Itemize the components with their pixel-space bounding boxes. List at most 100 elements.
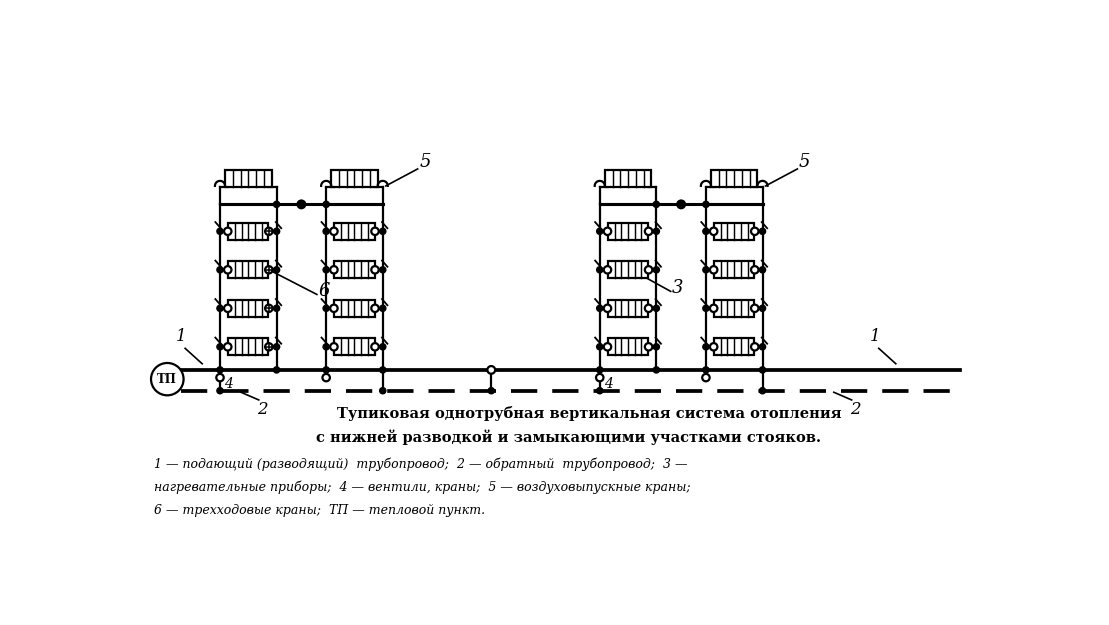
Circle shape [678,201,685,208]
Circle shape [151,363,184,396]
Text: Тупиковая однотрубная вертикальная система отопления: Тупиковая однотрубная вертикальная систе… [296,406,842,421]
Bar [714,223,754,240]
Circle shape [653,201,660,208]
Circle shape [379,305,386,311]
Circle shape [760,344,765,350]
Circle shape [379,228,386,234]
Circle shape [217,367,223,373]
Bar [334,261,375,278]
Circle shape [274,305,279,311]
Circle shape [597,305,603,311]
Circle shape [323,267,329,273]
Circle shape [323,374,329,381]
Circle shape [710,266,718,274]
Circle shape [760,305,765,311]
Circle shape [597,388,603,394]
Circle shape [372,343,378,351]
Circle shape [603,266,611,274]
Circle shape [217,344,223,350]
Circle shape [224,304,232,312]
Text: 3: 3 [672,279,684,297]
Circle shape [379,344,386,350]
Circle shape [653,305,660,311]
Circle shape [597,267,603,273]
Text: 5: 5 [419,153,430,171]
Circle shape [323,228,329,234]
Circle shape [323,305,329,311]
Circle shape [330,343,337,351]
Text: 6: 6 [318,282,329,300]
Bar [714,261,754,278]
Bar [334,223,375,240]
Text: 2: 2 [851,401,861,419]
Text: 1: 1 [869,328,881,345]
Text: ТП: ТП [157,372,177,386]
Circle shape [603,304,611,312]
Circle shape [751,304,759,312]
Bar [604,171,651,187]
Circle shape [265,343,273,351]
Circle shape [710,304,718,312]
Circle shape [703,228,709,234]
Bar [608,338,648,355]
Bar [608,261,648,278]
Circle shape [603,228,611,235]
Circle shape [751,266,759,274]
Circle shape [265,266,273,274]
Circle shape [265,304,273,312]
Text: 6 — трехходовые краны;  ТП — тепловой пункт.: 6 — трехходовые краны; ТП — тепловой пун… [154,504,486,516]
Circle shape [323,344,329,350]
Bar [228,261,268,278]
Circle shape [330,228,337,235]
Bar [228,223,268,240]
Bar [228,300,268,317]
Bar [714,300,754,317]
Circle shape [372,266,378,274]
Circle shape [760,388,765,394]
Circle shape [224,228,232,235]
Circle shape [603,343,611,351]
Text: 4: 4 [603,378,612,391]
Circle shape [760,267,765,273]
Circle shape [372,304,378,312]
Circle shape [710,343,718,351]
Circle shape [217,267,223,273]
Bar [334,300,375,317]
Bar [332,171,378,187]
Circle shape [653,267,660,273]
Circle shape [703,267,709,273]
Bar [711,171,757,187]
Circle shape [217,228,223,234]
Bar [608,300,648,317]
Text: 1 — подающий (разводящий)  трубопровод;  2 — обратный  трубопровод;  3 —: 1 — подающий (разводящий) трубопровод; 2… [154,457,688,471]
Circle shape [653,367,660,373]
Circle shape [653,228,660,234]
Circle shape [379,267,386,273]
Circle shape [224,266,232,274]
Bar [225,171,272,187]
Text: 4: 4 [224,378,233,391]
Circle shape [372,228,378,235]
Text: 2: 2 [257,401,268,419]
Circle shape [265,228,273,235]
Circle shape [703,344,709,350]
Circle shape [274,267,279,273]
Circle shape [644,304,652,312]
Circle shape [703,305,709,311]
Circle shape [703,367,709,373]
Circle shape [216,374,224,381]
Text: 1: 1 [176,328,186,345]
Circle shape [644,228,652,235]
Circle shape [597,228,603,234]
Circle shape [702,374,710,381]
Circle shape [297,201,305,208]
Circle shape [703,201,709,208]
Circle shape [653,344,660,350]
Circle shape [379,388,386,394]
Circle shape [644,266,652,274]
Bar [608,223,648,240]
Circle shape [751,228,759,235]
Circle shape [217,305,223,311]
Circle shape [678,201,684,208]
Circle shape [274,228,279,234]
